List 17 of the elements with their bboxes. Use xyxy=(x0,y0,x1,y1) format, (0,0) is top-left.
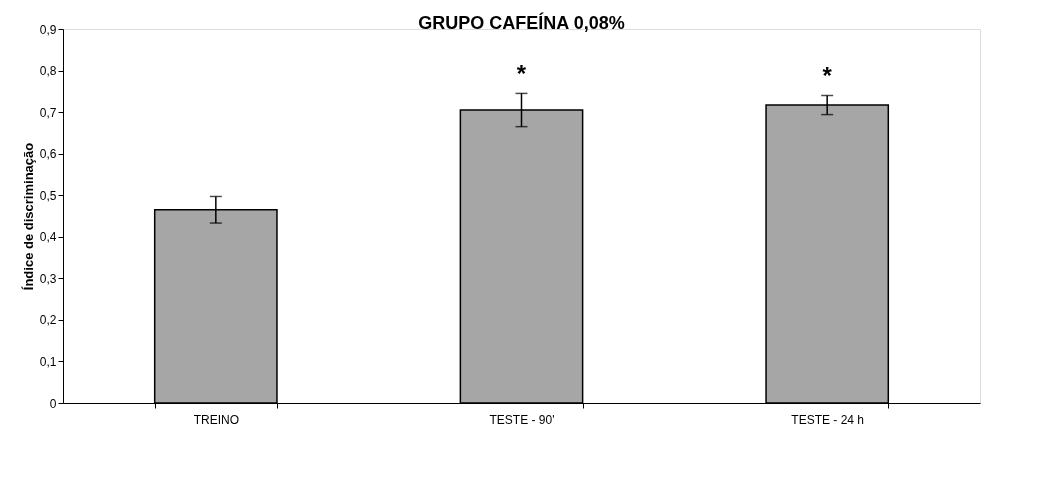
y-tick-label: 0,6 xyxy=(39,147,57,162)
y-tick-label: 0,5 xyxy=(39,188,57,203)
annotation: * xyxy=(516,60,527,88)
y-tick-label: 0,3 xyxy=(39,271,57,286)
y-tick-label: 0,7 xyxy=(39,105,57,120)
x-tick-label: TESTE - 24 h xyxy=(791,412,865,427)
chart-title: GRUPO CAFEÍNA 0,08% xyxy=(418,12,625,33)
x-tick-label: TESTE - 90' xyxy=(489,412,555,427)
y-tick-label: 0,9 xyxy=(39,22,57,37)
y-tick-label: 0,2 xyxy=(39,313,57,328)
y-tick-label: 0,8 xyxy=(39,64,57,79)
y-tick-label: 0,4 xyxy=(39,230,57,245)
annotation: * xyxy=(822,62,833,90)
y-tick-label: 0,1 xyxy=(39,354,57,369)
y-axis-title: Índice de discriminação xyxy=(20,142,36,291)
y-tick-label: 0 xyxy=(49,396,57,411)
x-tick-label: TREINO xyxy=(193,412,240,427)
